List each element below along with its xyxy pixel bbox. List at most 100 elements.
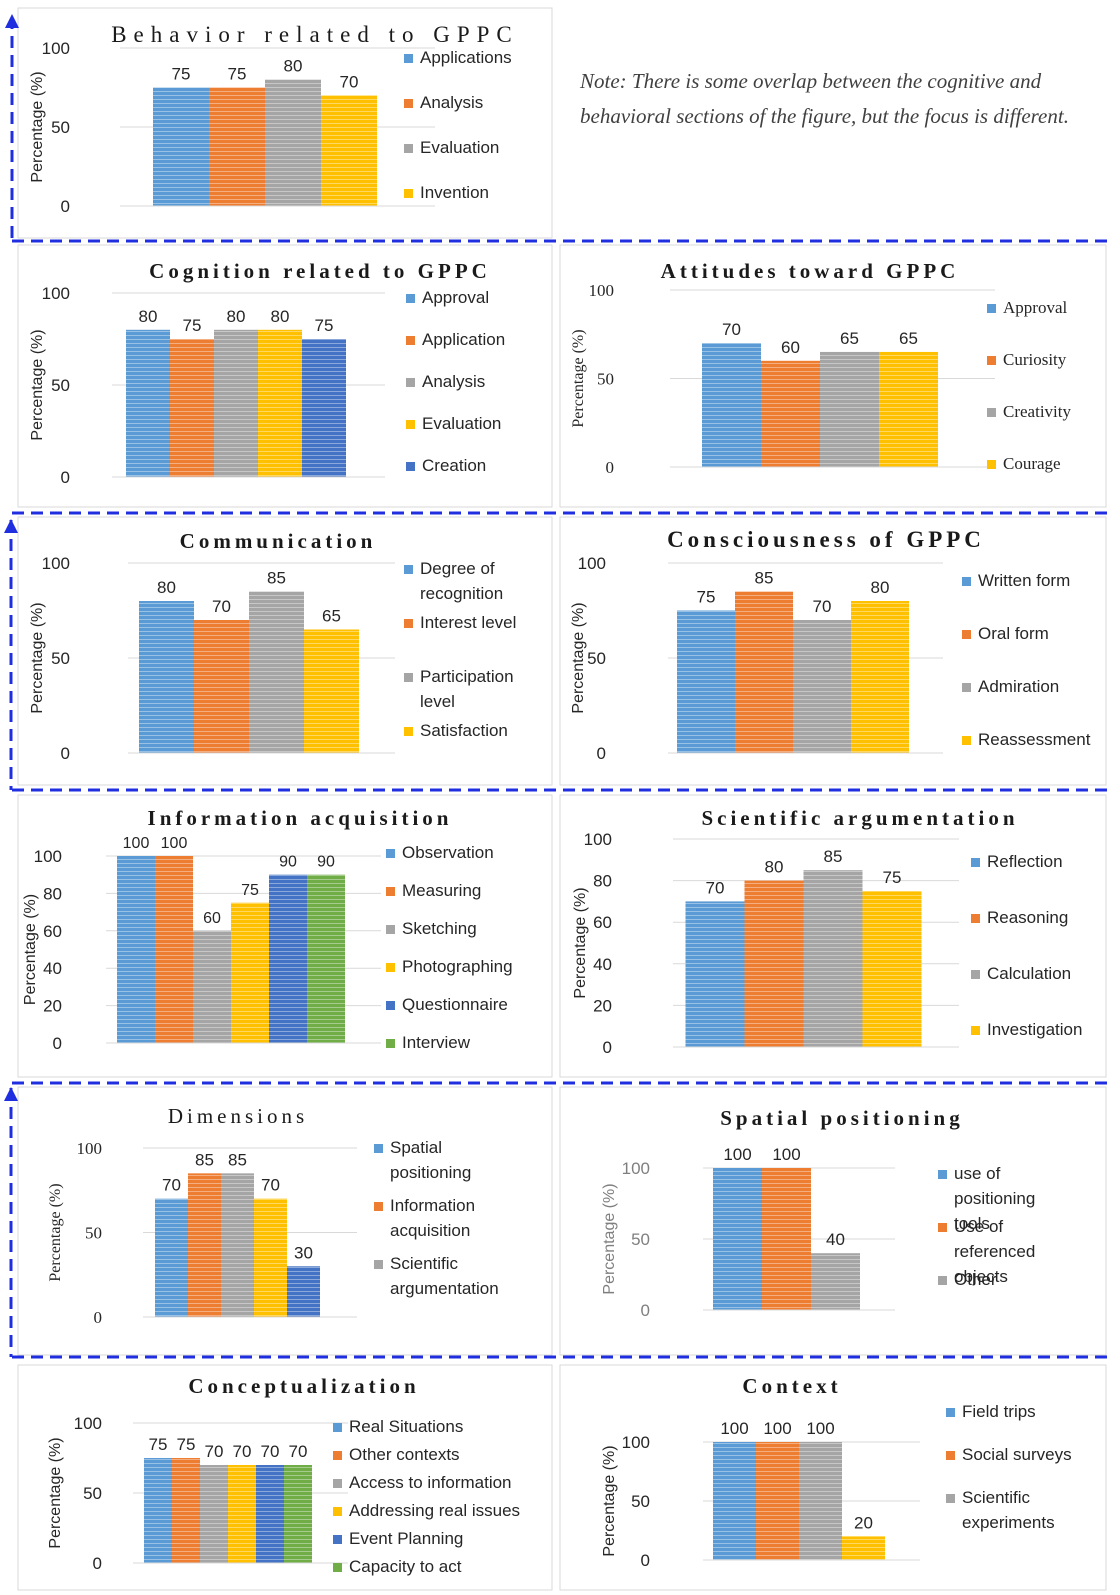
legend-swatch: [404, 189, 413, 198]
data-label: 70: [233, 1442, 252, 1461]
y-tick-label: 50: [631, 1230, 650, 1249]
panel-frame-11: [559, 1364, 1107, 1591]
y-tick-label: 100: [42, 554, 70, 573]
data-label: 100: [806, 1419, 834, 1438]
bar-texture: [172, 1458, 200, 1563]
y-tick-label: 100: [622, 1433, 650, 1452]
legend-label: positioning: [390, 1163, 471, 1182]
y-tick-label: 60: [593, 913, 612, 932]
legend-entry: Interview: [386, 1033, 471, 1052]
y-tick-label: 0: [597, 744, 606, 763]
data-label: 100: [161, 835, 188, 852]
y-tick-label: 0: [94, 1308, 103, 1327]
y-tick-label: 50: [51, 118, 70, 137]
legend-label: Invention: [420, 183, 489, 202]
data-label: 70: [261, 1442, 280, 1461]
legend-swatch: [946, 1494, 955, 1503]
bar-texture: [231, 902, 269, 1043]
data-label: 80: [157, 578, 176, 597]
legend-entry: Degree of recognition: [404, 559, 503, 603]
legend-entry: Event Planning: [333, 1529, 463, 1548]
panel-frame-5: [559, 516, 1107, 786]
data-label: 100: [720, 1419, 748, 1438]
legend-label: Creativity: [1003, 402, 1071, 421]
legend-entry: Access to information: [333, 1473, 512, 1492]
y-tick-label: 100: [74, 1414, 102, 1433]
legend-entry: Scientific argumentation: [374, 1254, 499, 1298]
data-label: 20: [854, 1513, 873, 1532]
y-tick-label: 40: [593, 955, 612, 974]
bar-texture: [265, 79, 321, 206]
bar-texture: [256, 1465, 284, 1563]
legend-label: Photographing: [402, 957, 513, 976]
legend-entry: Analysis: [406, 372, 485, 391]
legend-swatch: [333, 1563, 342, 1572]
legend-label: argumentation: [390, 1279, 499, 1298]
y-axis-label: Percentage (%): [601, 1183, 618, 1294]
data-label: 75: [228, 65, 247, 84]
data-label: 100: [772, 1145, 800, 1164]
data-label: 85: [824, 847, 843, 866]
legend-label: Reassessment: [978, 730, 1091, 749]
legend-label: recognition: [420, 584, 503, 603]
bar-texture: [170, 339, 214, 477]
legend-label: Event Planning: [349, 1529, 463, 1548]
legend-entry: Scientific experiments: [946, 1488, 1055, 1532]
legend-entry: Applications: [404, 48, 512, 67]
bar-texture: [155, 856, 193, 1043]
chart-title: Attitudes toward GPPC: [661, 259, 960, 283]
legend-swatch: [374, 1260, 383, 1269]
legend-swatch: [386, 887, 395, 896]
legend-label: Interest level: [420, 613, 516, 632]
legend-label: Reflection: [987, 852, 1063, 871]
y-tick-label: 0: [641, 1301, 650, 1320]
data-label: 60: [203, 910, 221, 927]
legend-label: Participation: [420, 667, 514, 686]
legend-entry: Admiration: [962, 677, 1059, 696]
legend-swatch: [962, 683, 971, 692]
legend-swatch: [404, 144, 413, 153]
dashed-arrowhead-behavior: [5, 14, 19, 28]
legend-entry: Satisfaction: [404, 721, 508, 740]
bar-texture: [194, 620, 249, 753]
legend-label: positioning: [954, 1189, 1035, 1208]
legend-label: Approval: [422, 288, 489, 307]
y-axis-label: Percentage (%): [572, 887, 589, 998]
bar-texture: [756, 1442, 799, 1560]
bar-texture: [820, 351, 879, 467]
legend-label: Interview: [402, 1033, 471, 1052]
legend-label: Applications: [420, 48, 512, 67]
legend-entry: Capacity to act: [333, 1557, 462, 1576]
legend-entry: Evaluation: [404, 138, 499, 157]
legend-label: Written form: [978, 571, 1070, 590]
legend-swatch: [938, 1170, 947, 1179]
legend-label: Analysis: [420, 93, 483, 112]
data-label: 70: [289, 1442, 308, 1461]
dashed-arrowhead-communication: [4, 519, 18, 533]
legend-label: Capacity to act: [349, 1557, 462, 1576]
legend-swatch: [404, 619, 413, 628]
legend-label: Admiration: [978, 677, 1059, 696]
y-tick-label: 0: [53, 1034, 62, 1053]
y-tick-label: 50: [51, 376, 70, 395]
y-tick-label: 50: [597, 370, 614, 389]
y-tick-label: 50: [51, 649, 70, 668]
legend-swatch: [987, 460, 996, 469]
legend-entry: Field trips: [946, 1402, 1036, 1421]
legend-entry: Creativity: [987, 402, 1071, 421]
legend-entry: Other contexts: [333, 1445, 460, 1464]
bar-texture: [117, 856, 155, 1043]
bar-texture: [761, 360, 820, 467]
y-tick-label: 100: [42, 284, 70, 303]
bar-texture: [287, 1266, 320, 1317]
legend-label: Oral form: [978, 624, 1049, 643]
legend-entry: Participation level: [404, 667, 514, 711]
data-label: 60: [781, 338, 800, 357]
legend-swatch: [987, 304, 996, 313]
bar-texture: [793, 620, 851, 753]
legend-swatch: [406, 462, 415, 471]
y-tick-label: 100: [584, 830, 612, 849]
legend-label: Real Situations: [349, 1417, 463, 1436]
data-label: 80: [871, 578, 890, 597]
legend-entry: Other: [938, 1270, 997, 1289]
